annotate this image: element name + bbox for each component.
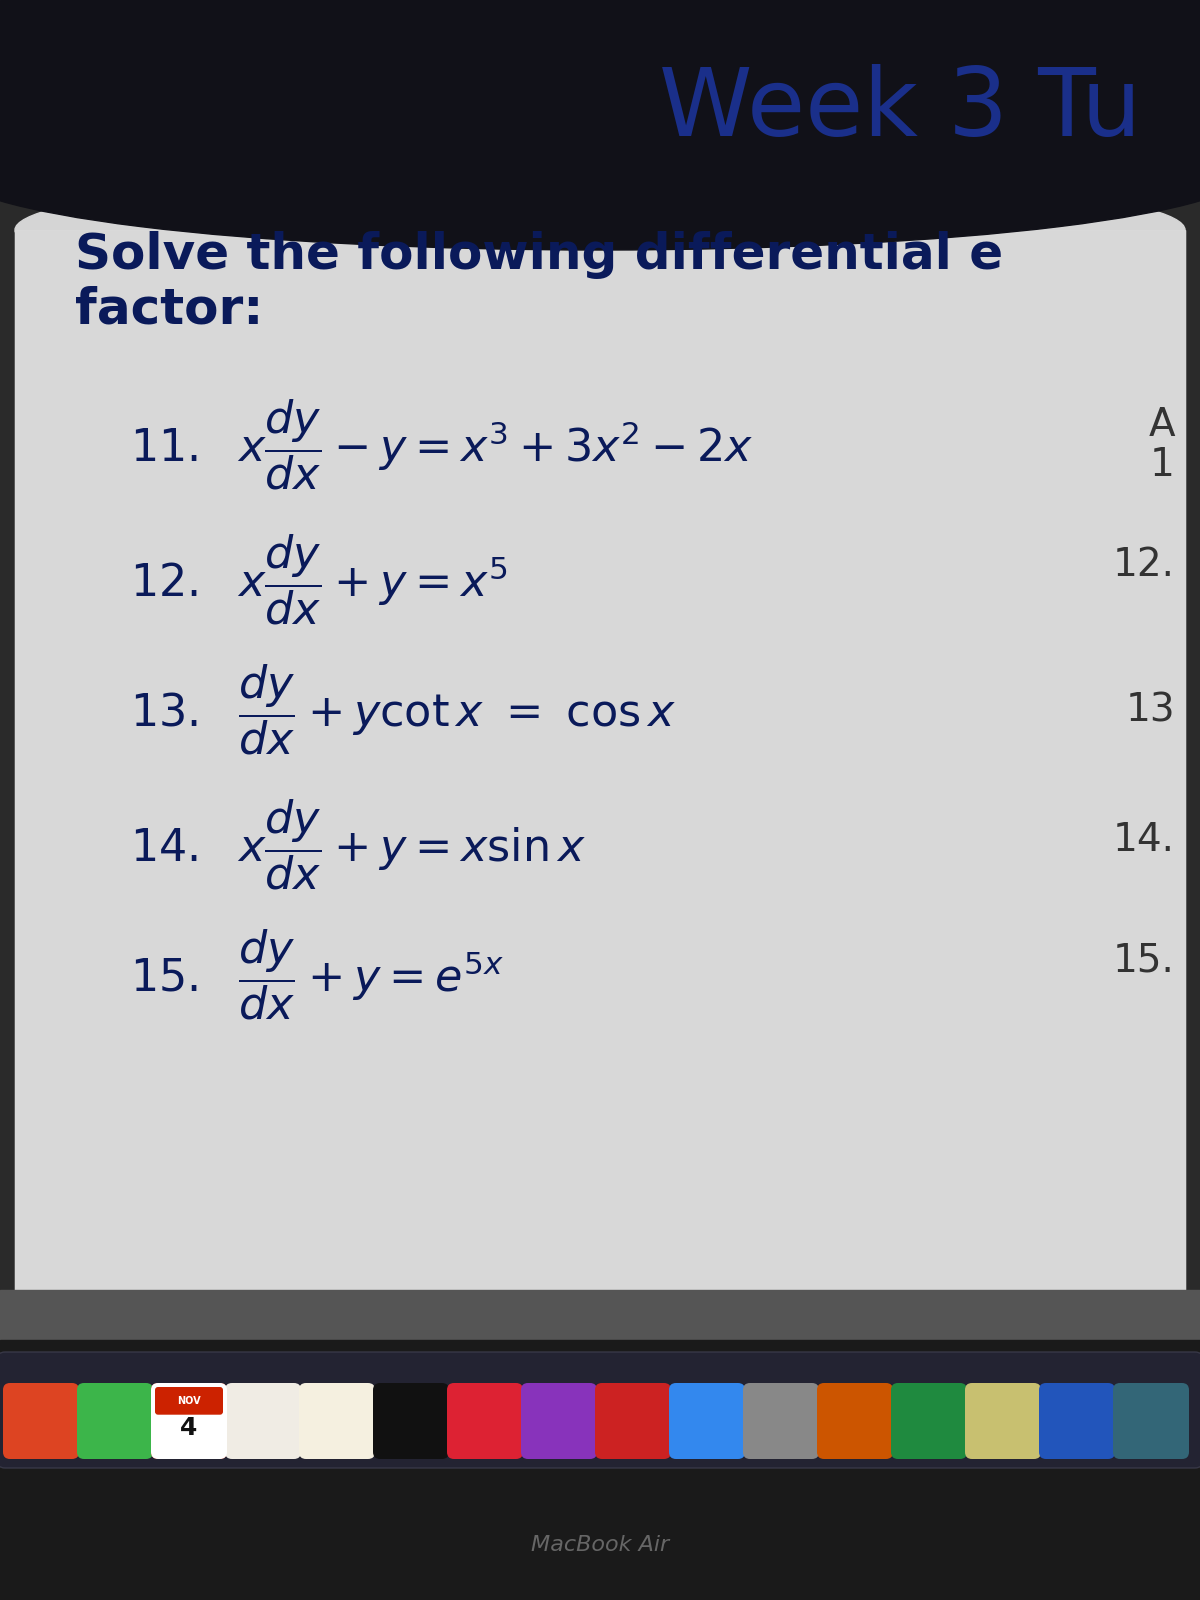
Bar — [14, 230, 1186, 1310]
Ellipse shape — [0, 90, 1200, 250]
Bar — [0, 0, 1200, 170]
FancyBboxPatch shape — [446, 1382, 523, 1459]
FancyBboxPatch shape — [521, 1382, 598, 1459]
Text: $14.\ \ x\dfrac{dy}{dx} + y = x\sin x$: $14.\ \ x\dfrac{dy}{dx} + y = x\sin x$ — [130, 797, 587, 893]
Text: 12.: 12. — [1114, 546, 1175, 584]
Ellipse shape — [50, 50, 1150, 250]
FancyBboxPatch shape — [1039, 1382, 1115, 1459]
FancyBboxPatch shape — [595, 1382, 671, 1459]
FancyBboxPatch shape — [373, 1382, 449, 1459]
FancyBboxPatch shape — [151, 1382, 227, 1459]
FancyBboxPatch shape — [77, 1382, 154, 1459]
FancyBboxPatch shape — [299, 1382, 374, 1459]
Text: Week 3 Tu: Week 3 Tu — [659, 64, 1141, 157]
FancyBboxPatch shape — [0, 1352, 1200, 1469]
Bar — [0, 1290, 1200, 1350]
Text: A: A — [1148, 406, 1175, 443]
FancyBboxPatch shape — [151, 1382, 227, 1459]
Text: factor:: factor: — [74, 286, 263, 334]
FancyBboxPatch shape — [226, 1382, 301, 1459]
FancyBboxPatch shape — [670, 1382, 745, 1459]
Text: 1: 1 — [1150, 446, 1175, 483]
Text: 14.: 14. — [1114, 821, 1175, 859]
FancyBboxPatch shape — [817, 1382, 893, 1459]
Text: 15.: 15. — [1114, 941, 1175, 979]
FancyBboxPatch shape — [1114, 1382, 1189, 1459]
Bar — [14, 230, 1186, 1310]
Text: $15.\ \ \dfrac{dy}{dx} + y = e^{5x}$: $15.\ \ \dfrac{dy}{dx} + y = e^{5x}$ — [130, 928, 504, 1022]
FancyBboxPatch shape — [965, 1382, 1042, 1459]
Text: $11.\ \ x\dfrac{dy}{dx} - y = x^3 + 3x^2 - 2x$: $11.\ \ x\dfrac{dy}{dx} - y = x^3 + 3x^2… — [130, 397, 754, 493]
Text: $13.\ \ \dfrac{dy}{dx} + y\cot x\ =\ \cos x$: $13.\ \ \dfrac{dy}{dx} + y\cot x\ =\ \co… — [130, 662, 677, 757]
Text: 13: 13 — [1126, 691, 1175, 730]
Bar — [0, 1341, 1200, 1600]
FancyBboxPatch shape — [2, 1382, 79, 1459]
FancyBboxPatch shape — [743, 1382, 818, 1459]
Text: $12.\ \ x\dfrac{dy}{dx} + y = x^5$: $12.\ \ x\dfrac{dy}{dx} + y = x^5$ — [130, 533, 508, 627]
Text: Solve the following differential e: Solve the following differential e — [74, 230, 1003, 278]
Text: MacBook Air: MacBook Air — [530, 1534, 670, 1555]
Text: NOV: NOV — [178, 1397, 200, 1406]
FancyBboxPatch shape — [890, 1382, 967, 1459]
Text: 4: 4 — [180, 1416, 198, 1440]
FancyBboxPatch shape — [155, 1387, 223, 1414]
Ellipse shape — [14, 170, 1186, 290]
Bar — [0, 150, 1200, 1350]
